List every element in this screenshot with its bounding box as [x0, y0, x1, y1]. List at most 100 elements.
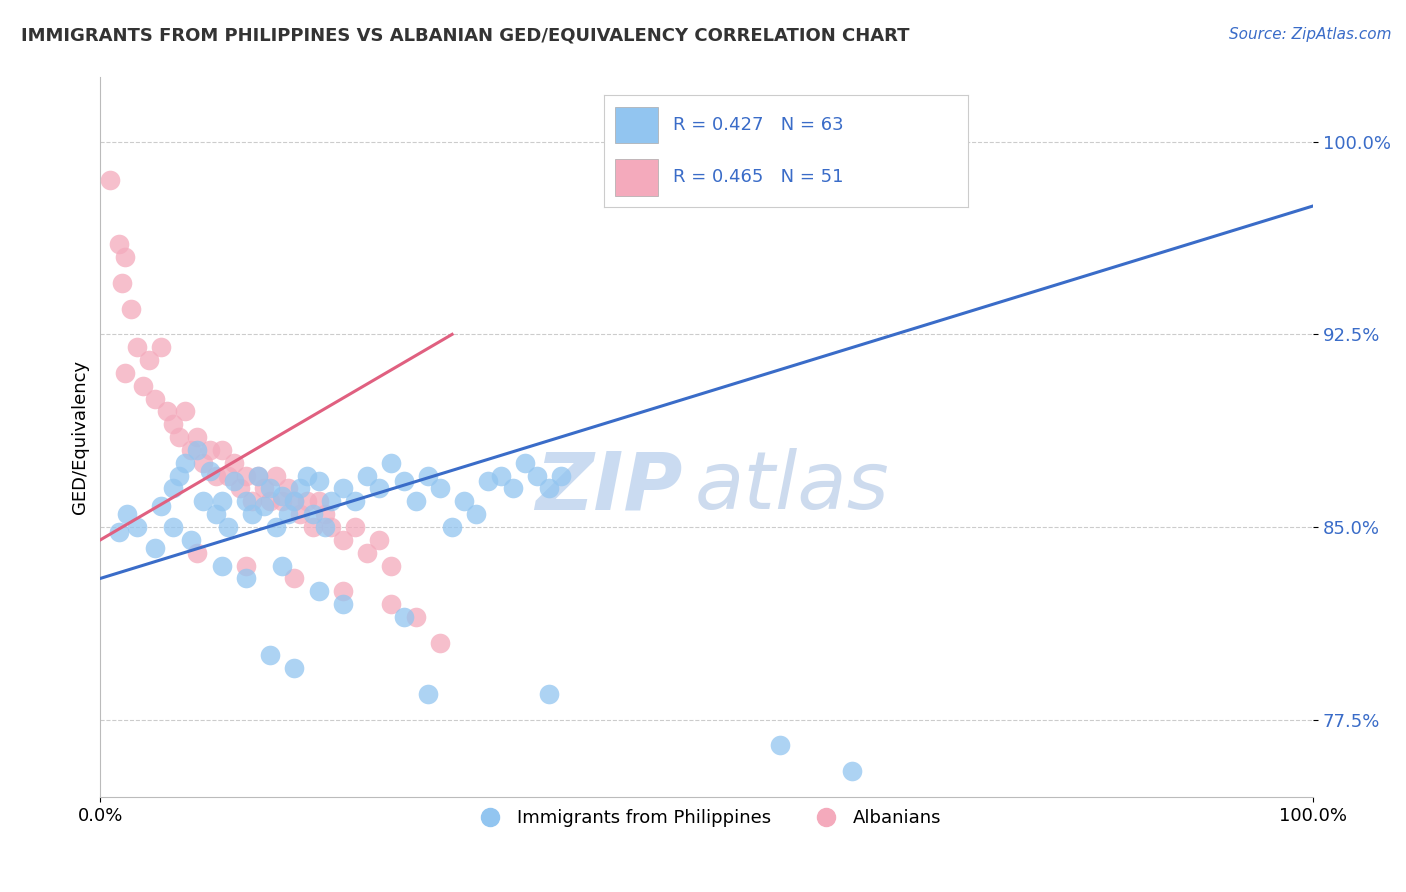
Point	[368, 482, 391, 496]
Point	[513, 456, 536, 470]
Point	[314, 507, 336, 521]
Point	[235, 558, 257, 573]
Point	[295, 494, 318, 508]
Point	[229, 482, 252, 496]
Point	[222, 456, 245, 470]
Point	[380, 597, 402, 611]
Point	[259, 482, 281, 496]
Point	[271, 494, 294, 508]
Point	[111, 276, 134, 290]
Y-axis label: GED/Equivalency: GED/Equivalency	[72, 360, 89, 514]
Point	[489, 468, 512, 483]
Point	[356, 546, 378, 560]
Point	[264, 468, 287, 483]
Point	[283, 494, 305, 508]
Point	[277, 507, 299, 521]
Point	[344, 494, 367, 508]
Point	[107, 237, 129, 252]
Point	[416, 687, 439, 701]
Point	[465, 507, 488, 521]
Point	[405, 494, 427, 508]
Point	[392, 610, 415, 624]
Point	[429, 635, 451, 649]
Point	[380, 456, 402, 470]
Point	[125, 340, 148, 354]
Point	[277, 482, 299, 496]
Point	[319, 494, 342, 508]
Point	[217, 468, 239, 483]
Point	[115, 507, 138, 521]
Point	[319, 520, 342, 534]
Point	[193, 494, 215, 508]
Point	[308, 474, 330, 488]
Point	[167, 468, 190, 483]
Point	[240, 494, 263, 508]
Point	[138, 353, 160, 368]
Point	[283, 494, 305, 508]
Point	[162, 417, 184, 432]
Point	[368, 533, 391, 547]
Point	[114, 366, 136, 380]
Point	[264, 520, 287, 534]
Point	[841, 764, 863, 778]
Point	[156, 404, 179, 418]
Point	[768, 739, 790, 753]
Point	[259, 648, 281, 663]
Point	[392, 474, 415, 488]
Point	[211, 494, 233, 508]
Point	[538, 482, 561, 496]
Point	[290, 507, 312, 521]
Point	[332, 482, 354, 496]
Point	[180, 442, 202, 457]
Point	[405, 610, 427, 624]
Point	[174, 456, 197, 470]
Point	[211, 442, 233, 457]
Point	[253, 482, 276, 496]
Point	[356, 468, 378, 483]
Point	[240, 507, 263, 521]
Point	[186, 546, 208, 560]
Point	[344, 520, 367, 534]
Point	[114, 250, 136, 264]
Point	[416, 468, 439, 483]
Point	[198, 463, 221, 477]
Text: IMMIGRANTS FROM PHILIPPINES VS ALBANIAN GED/EQUIVALENCY CORRELATION CHART: IMMIGRANTS FROM PHILIPPINES VS ALBANIAN …	[21, 27, 910, 45]
Point	[143, 541, 166, 555]
Point	[538, 687, 561, 701]
Point	[174, 404, 197, 418]
Point	[526, 468, 548, 483]
Point	[253, 500, 276, 514]
Point	[259, 494, 281, 508]
Point	[301, 507, 323, 521]
Point	[180, 533, 202, 547]
Text: ZIP: ZIP	[536, 449, 682, 526]
Text: Source: ZipAtlas.com: Source: ZipAtlas.com	[1229, 27, 1392, 42]
Point	[290, 482, 312, 496]
Point	[301, 520, 323, 534]
Point	[308, 584, 330, 599]
Point	[502, 482, 524, 496]
Point	[162, 520, 184, 534]
Point	[332, 533, 354, 547]
Point	[150, 500, 173, 514]
Point	[204, 507, 226, 521]
Point	[247, 468, 270, 483]
Point	[186, 430, 208, 444]
Point	[441, 520, 464, 534]
Point	[235, 468, 257, 483]
Point	[283, 661, 305, 675]
Point	[204, 468, 226, 483]
Point	[314, 520, 336, 534]
Point	[150, 340, 173, 354]
Point	[162, 482, 184, 496]
Point	[120, 301, 142, 316]
Text: atlas: atlas	[695, 449, 890, 526]
Point	[235, 571, 257, 585]
Point	[271, 489, 294, 503]
Point	[186, 442, 208, 457]
Point	[235, 494, 257, 508]
Point	[247, 468, 270, 483]
Point	[132, 378, 155, 392]
Point	[308, 494, 330, 508]
Point	[143, 392, 166, 406]
